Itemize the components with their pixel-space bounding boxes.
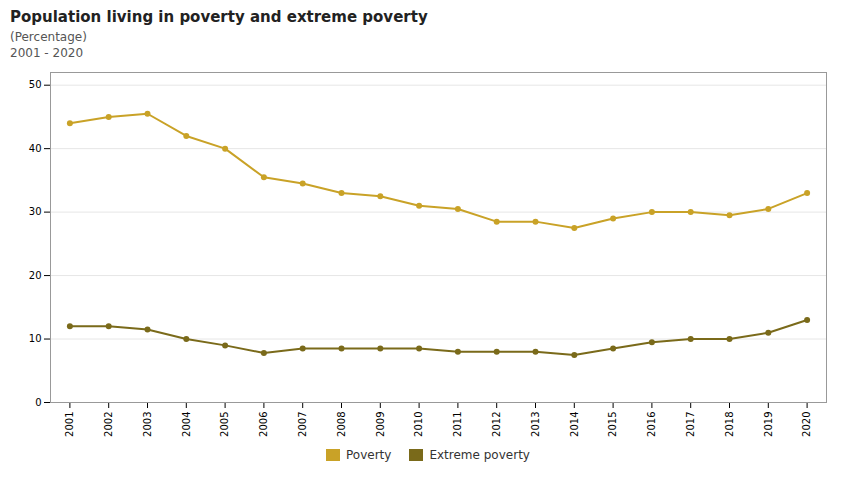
svg-text:2020: 2020 xyxy=(801,412,812,437)
html-text:2001 - 2020: 2001 - 2020 xyxy=(10,46,83,60)
svg-text:2003: 2003 xyxy=(142,412,153,437)
svg-text:2011: 2011 xyxy=(452,412,463,437)
svg-text:2014: 2014 xyxy=(569,412,580,437)
svg-text:2001: 2001 xyxy=(64,412,75,437)
svg-text:2006: 2006 xyxy=(258,412,269,437)
html-text:Population living in poverty a: Population living in poverty and extreme… xyxy=(10,8,428,26)
svg-text:2017: 2017 xyxy=(685,412,696,437)
svg-text:2007: 2007 xyxy=(297,412,308,437)
svg-text:2002: 2002 xyxy=(103,412,114,437)
svg-text:40: 40 xyxy=(29,143,42,154)
svg-text:20: 20 xyxy=(29,270,42,281)
svg-text:2012: 2012 xyxy=(491,412,502,437)
svg-text:2018: 2018 xyxy=(724,412,735,437)
svg-text:2005: 2005 xyxy=(219,412,230,437)
svg-text:0: 0 xyxy=(35,397,41,408)
svg-text:2013: 2013 xyxy=(530,412,541,437)
svg-text:2019: 2019 xyxy=(763,412,774,437)
svg-text:10: 10 xyxy=(29,333,42,344)
svg-text:2010: 2010 xyxy=(413,412,424,437)
svg-text:2015: 2015 xyxy=(607,412,618,437)
svg-text:30: 30 xyxy=(29,206,42,217)
svg-text:2004: 2004 xyxy=(181,412,192,437)
html-text:(Percentage): (Percentage) xyxy=(10,30,87,44)
html-text:Extreme poverty: Extreme poverty xyxy=(429,448,530,462)
html-text:Poverty: Poverty xyxy=(346,448,392,462)
svg-text:2008: 2008 xyxy=(336,412,347,437)
svg-text:50: 50 xyxy=(29,79,42,90)
svg-text:2016: 2016 xyxy=(646,412,657,437)
svg-text:2009: 2009 xyxy=(375,412,386,437)
